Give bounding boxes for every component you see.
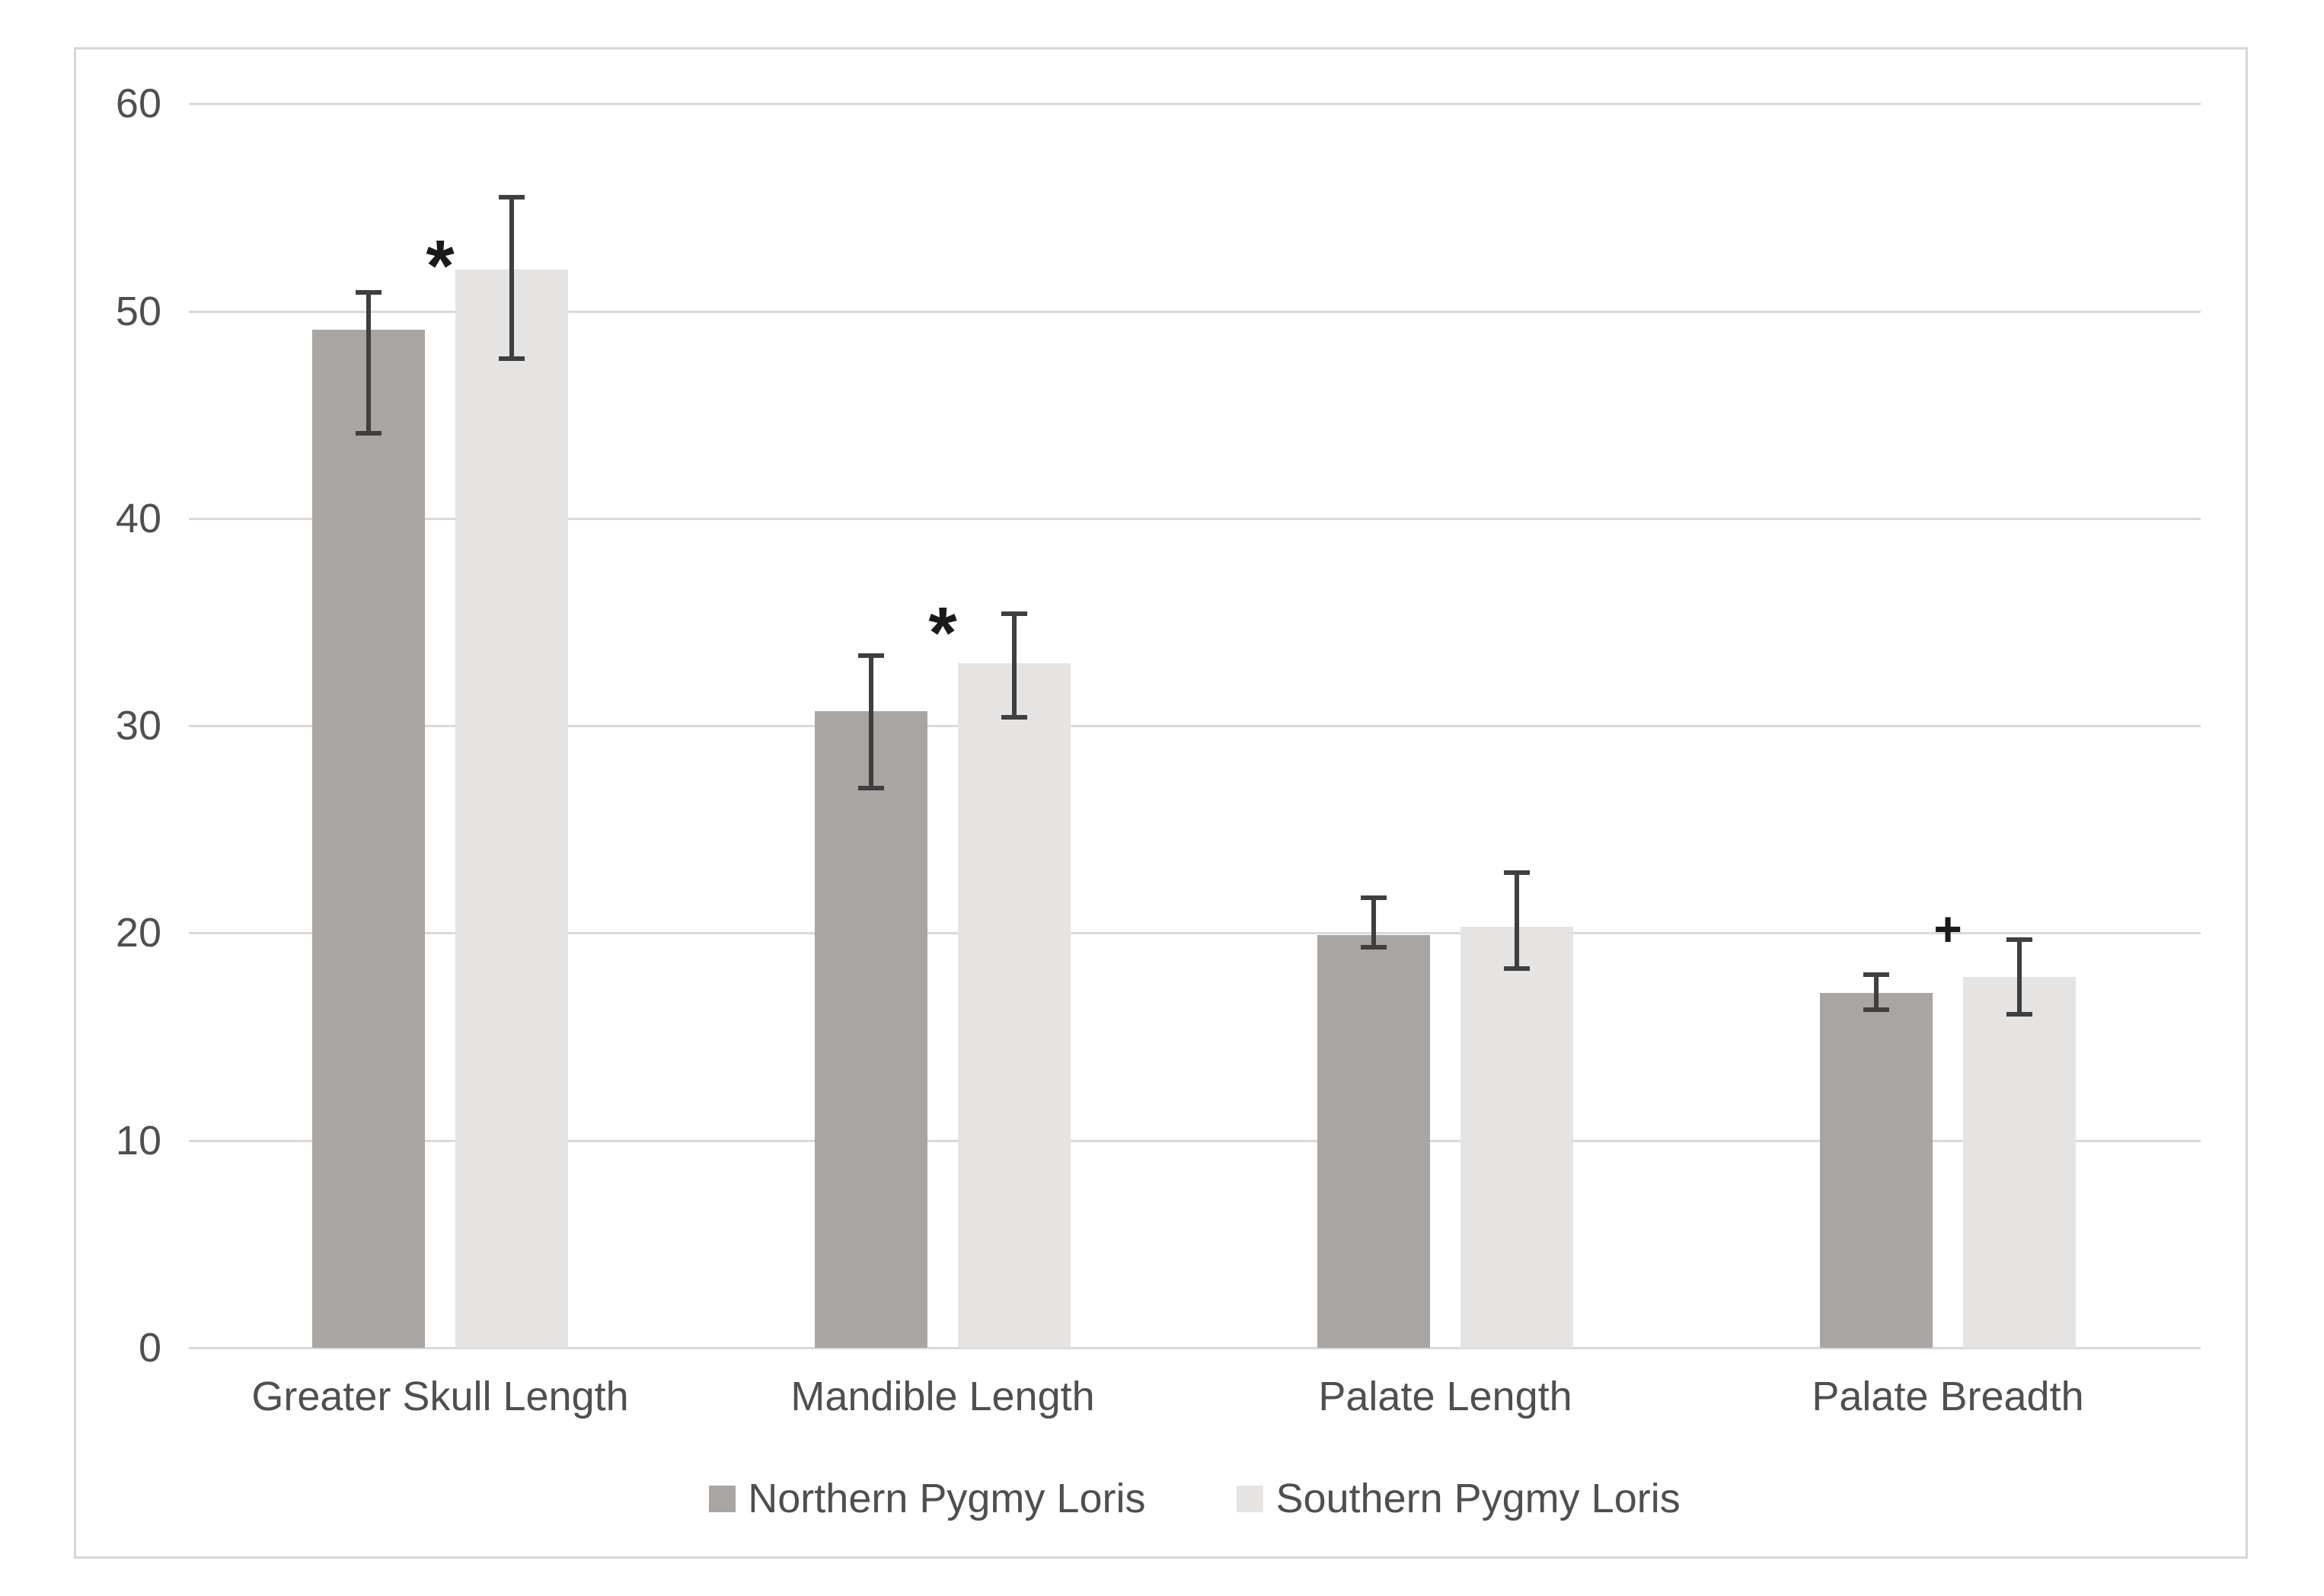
category-label: Mandible Length [790, 1374, 1095, 1419]
plot-area: 0 10 20 30 40 50 60 Greater Skull Length Mandibl… [76, 49, 2246, 1556]
legend-label: Southern Pygmy Loris [1275, 1476, 1681, 1521]
error-bar-southern-0 [509, 196, 514, 359]
error-bar-cap-top [1361, 895, 1387, 901]
error-bar-cap-top [1001, 611, 1027, 617]
significance-marker: * [928, 592, 957, 674]
error-bar-cap-top [858, 653, 884, 658]
error-bar-northern-1 [869, 655, 873, 788]
legend-label: Northern Pygmy Loris [748, 1476, 1146, 1521]
error-bar-cap-bottom [499, 356, 525, 362]
bar-northern-1 [815, 711, 927, 1348]
gridline-y-50 [189, 310, 2201, 313]
error-bar-cap-top [356, 289, 381, 295]
error-bar-cap-top [499, 194, 525, 200]
bar-southern-0 [455, 270, 568, 1348]
gridline-y-0 [189, 1347, 2201, 1349]
error-bar-cap-bottom [2006, 1011, 2032, 1017]
legend: Northern Pygmy Loris Southern Pygmy Loris [189, 1475, 2201, 1522]
error-bar-cap-bottom [1001, 715, 1027, 720]
error-bar-northern-0 [366, 292, 371, 434]
legend-entry-southern: Southern Pygmy Loris [1237, 1475, 1681, 1522]
chart-figure: 0 10 20 30 40 50 60 Greater Skull Length Mandibl… [74, 47, 2248, 1559]
error-bar-cap-bottom [356, 431, 381, 436]
error-bar-northern-2 [1371, 898, 1376, 948]
error-bar-southern-1 [1012, 614, 1017, 718]
bar-southern-2 [1460, 927, 1573, 1348]
error-bar-cap-bottom [1361, 945, 1387, 950]
error-bar-cap-top [2006, 937, 2032, 942]
gridline-y-20 [189, 932, 2201, 935]
error-bar-southern-3 [2017, 939, 2022, 1014]
error-bar-cap-bottom [1504, 966, 1530, 971]
bar-southern-1 [958, 663, 1071, 1348]
bar-northern-3 [1820, 993, 1933, 1348]
bar-northern-2 [1317, 935, 1430, 1348]
significance-marker: * [426, 225, 455, 307]
legend-swatch-northern-icon [709, 1485, 736, 1512]
gridline-y-10 [189, 1139, 2201, 1142]
error-bar-northern-3 [1874, 974, 1879, 1010]
gridline-y-30 [189, 725, 2201, 728]
category-label: Greater Skull Length [251, 1374, 629, 1419]
legend-entry-northern: Northern Pygmy Loris [709, 1475, 1145, 1522]
error-bar-cap-top [1863, 972, 1889, 977]
category-label: Palate Length [1318, 1374, 1572, 1419]
category-label: Palate Breadth [1812, 1374, 2084, 1419]
error-bar-cap-bottom [858, 785, 884, 790]
error-bar-cap-bottom [1863, 1007, 1889, 1013]
error-bar-cap-top [1504, 870, 1530, 876]
gridline-y-60 [189, 103, 2201, 106]
legend-swatch-southern-icon [1237, 1485, 1264, 1512]
error-bar-southern-2 [1515, 873, 1519, 969]
gridline-y-40 [189, 517, 2201, 520]
significance-marker: + [1933, 901, 1962, 956]
bar-northern-0 [312, 330, 425, 1348]
bar-southern-3 [1963, 976, 2076, 1348]
